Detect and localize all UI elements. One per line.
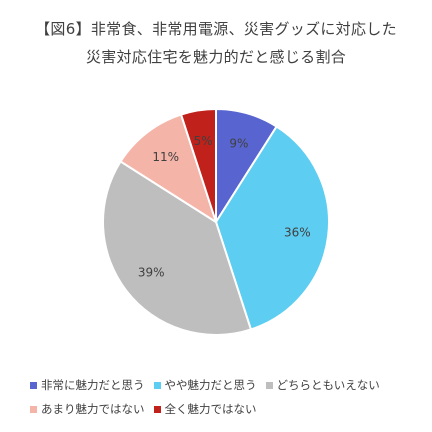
chart-title-line-1: 【図6】非常食、非常用電源、災害グッズに対応した bbox=[35, 20, 397, 38]
legend-row-2: あまり魅力ではない 全く魅力ではない bbox=[30, 401, 266, 417]
legend-label: 全く魅力ではない bbox=[164, 402, 257, 416]
pie-data-label-3: 11% bbox=[152, 150, 179, 164]
pie-data-label-0: 9% bbox=[229, 136, 248, 150]
legend-swatch bbox=[153, 405, 161, 413]
pie-data-label-1: 36% bbox=[284, 225, 311, 239]
legend-label: 非常に魅力だと思う bbox=[41, 378, 145, 392]
chart-title-line-2: 災害対応住宅を魅力的だと感じる割合 bbox=[85, 48, 347, 66]
legend-item-neutral: どちらともいえない bbox=[265, 377, 380, 393]
legend-label: あまり魅力ではない bbox=[41, 402, 145, 416]
pie-slice-1 bbox=[214, 125, 330, 331]
legend-item-not-attractive-at-all: 全く魅力ではない bbox=[153, 401, 257, 417]
legend-item-very-attractive: 非常に魅力だと思う bbox=[30, 377, 145, 393]
pie-slice-2 bbox=[102, 160, 253, 336]
legend-row-1: 非常に魅力だと思う やや魅力だと思う どちらともいえない bbox=[30, 377, 389, 393]
legend-swatch bbox=[30, 405, 37, 413]
legend-swatch bbox=[30, 381, 37, 389]
legend-label: やや魅力だと思う bbox=[164, 378, 257, 392]
legend-label: どちらともいえない bbox=[276, 378, 380, 392]
pie-slice-4 bbox=[179, 107, 217, 223]
pie-data-label-4: 5% bbox=[194, 134, 213, 148]
pie-data-label-2: 39% bbox=[138, 265, 165, 279]
legend-swatch bbox=[153, 381, 161, 389]
legend-swatch bbox=[265, 381, 273, 389]
legend-item-not-very-attractive: あまり魅力ではない bbox=[30, 401, 145, 417]
legend-item-somewhat-attractive: やや魅力だと思う bbox=[153, 377, 257, 393]
pie-slice-3 bbox=[119, 113, 218, 225]
